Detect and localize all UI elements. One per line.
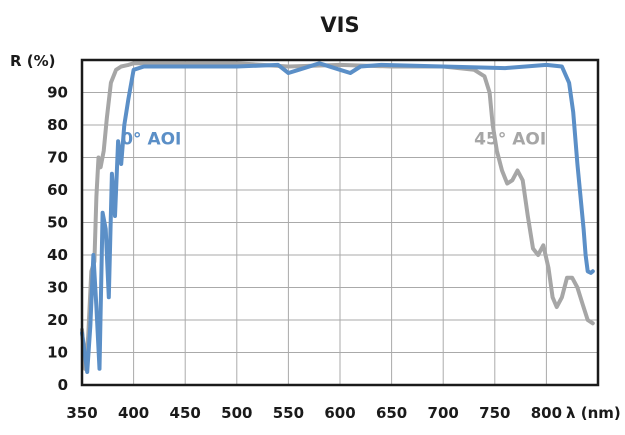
- x-tick-label: 450: [170, 404, 201, 422]
- y-axis-label: R (%): [10, 52, 56, 70]
- y-tick-label: 30: [47, 279, 68, 297]
- x-tick-label: 500: [221, 404, 252, 422]
- x-axis-label: λ (nm): [566, 404, 621, 422]
- y-tick-label: 40: [47, 246, 68, 264]
- chart-title: VIS: [320, 13, 359, 37]
- x-tick-label: 750: [479, 404, 510, 422]
- x-tick-label: 550: [273, 404, 304, 422]
- y-tick-label: 10: [47, 344, 68, 362]
- x-tick-label: 400: [118, 404, 149, 422]
- series-label: 0° AOI: [121, 130, 181, 150]
- x-tick-label: 350: [66, 404, 97, 422]
- series-label: 45° AOI: [474, 130, 546, 150]
- y-tick-label: 80: [47, 116, 68, 134]
- series-line: [80, 61, 595, 371]
- series-labels: 0° AOI 45° AOI: [121, 130, 546, 150]
- x-tick-label: 700: [428, 404, 459, 422]
- y-tick-label: 60: [47, 181, 68, 199]
- y-tick-label: 50: [47, 214, 68, 232]
- y-tick-labels: 0 10 20 30 40 50 60 70 80 90: [47, 84, 68, 395]
- y-tick-label: 90: [47, 84, 68, 102]
- x-tick-label: 600: [324, 404, 355, 422]
- y-tick-label: 0: [58, 376, 68, 394]
- series-line: [80, 61, 595, 374]
- y-tick-label: 70: [47, 149, 68, 167]
- x-tick-label: 800: [531, 404, 562, 422]
- x-tick-label: 650: [376, 404, 407, 422]
- series-lines: [80, 61, 595, 374]
- x-tick-labels: 350 400 450 500 550 600 650 700 750 800: [66, 404, 562, 422]
- y-tick-label: 20: [47, 311, 68, 329]
- gridlines: [82, 60, 598, 385]
- plot-frame: [80, 58, 600, 387]
